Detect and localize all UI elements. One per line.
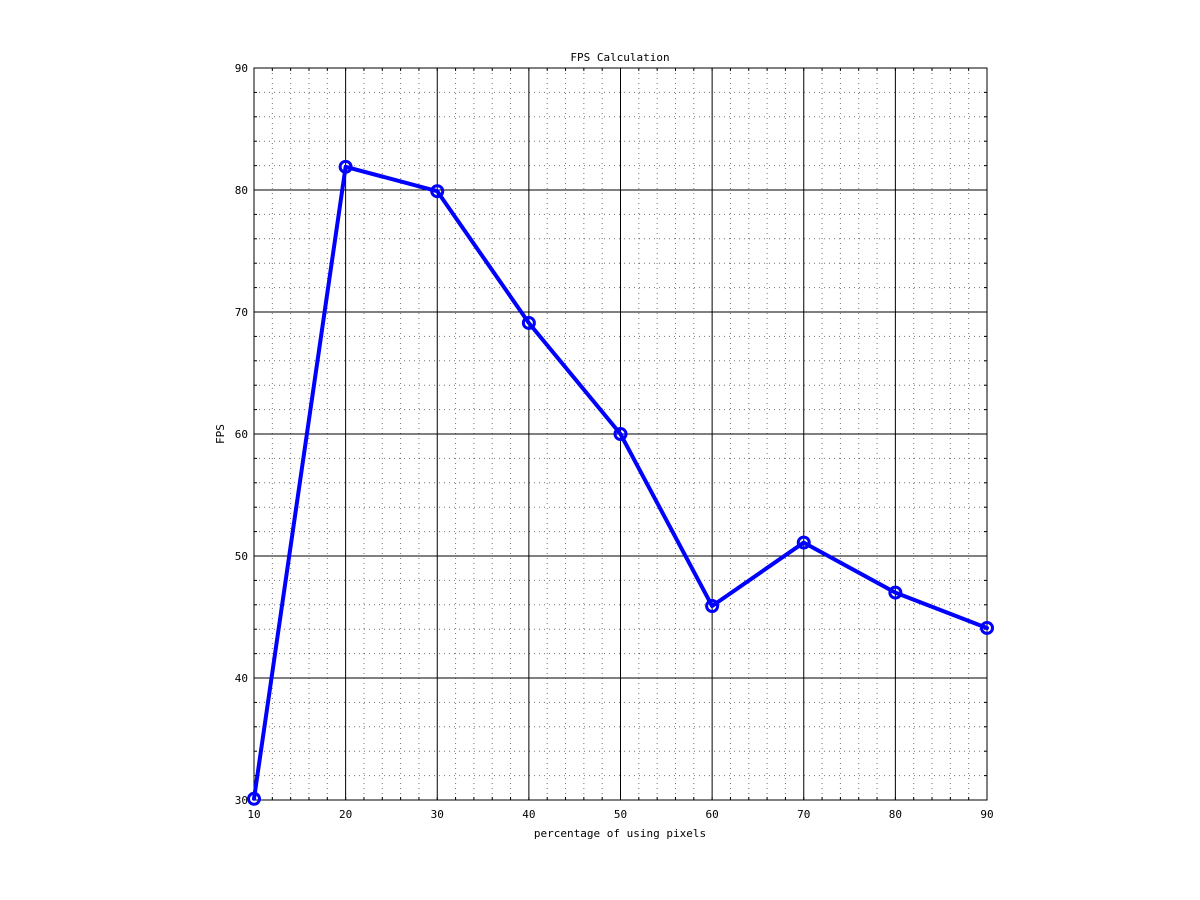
x-tick-label: 20 [339, 808, 352, 821]
data-point-marker [980, 620, 994, 635]
data-point-marker [521, 315, 536, 330]
data-point-marker [430, 184, 445, 199]
series-layer [247, 159, 994, 806]
data-point-marker [613, 427, 628, 441]
x-tick-label: 30 [431, 808, 444, 821]
x-tick-label: 40 [522, 808, 535, 821]
y-tick-label: 60 [235, 428, 248, 441]
x-tick-label: 60 [706, 808, 719, 821]
data-point-marker [796, 535, 811, 550]
x-tick-label: 70 [797, 808, 810, 821]
tick-marks [253, 67, 988, 801]
x-tick-label: 50 [614, 808, 627, 821]
y-tick-label: 90 [235, 62, 248, 75]
data-point-marker [338, 159, 353, 174]
chart-title: FPS Calculation [570, 51, 669, 64]
x-tick-label: 80 [889, 808, 902, 821]
x-tick-labels: 10 20 30 40 50 60 70 80 90 [247, 808, 993, 821]
x-tick-label: 10 [247, 808, 260, 821]
data-point-marker [888, 585, 903, 600]
y-tick-label: 80 [235, 184, 248, 197]
y-tick-label: 50 [235, 550, 248, 563]
y-tick-label: 40 [235, 672, 248, 685]
series-line [252, 164, 989, 801]
x-axis-label: percentage of using pixels [534, 827, 706, 840]
y-axis-label: FPS [214, 424, 227, 444]
y-tick-label: 70 [235, 306, 248, 319]
y-tick-labels: 30 40 50 60 70 80 90 [235, 62, 248, 807]
y-tick-label: 30 [235, 794, 248, 807]
data-point-marker [705, 599, 720, 614]
data-point-marker [247, 791, 261, 806]
x-tick-label: 90 [980, 808, 993, 821]
